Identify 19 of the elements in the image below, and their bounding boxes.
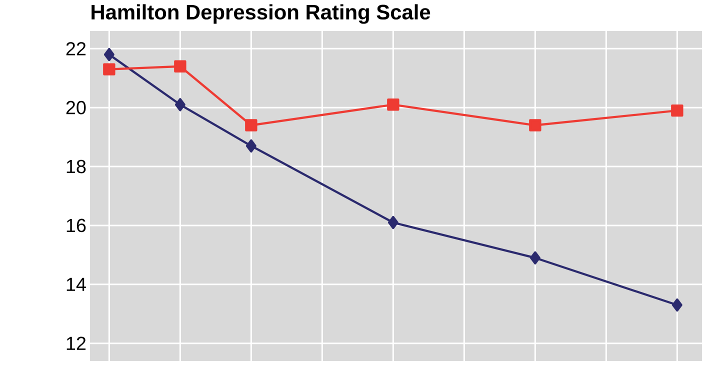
point (672, 298, 682, 312)
y-tick-label: 18 (66, 160, 86, 174)
y-tick-label: 22 (66, 42, 86, 56)
point (387, 98, 400, 111)
point (671, 104, 684, 117)
point (174, 98, 186, 112)
point (246, 139, 256, 153)
y-tick-label: 20 (66, 100, 86, 114)
point (104, 48, 114, 62)
point (388, 216, 398, 230)
y-tick-label: 14 (66, 278, 86, 291)
point (529, 119, 542, 132)
y-tick-label: 16 (66, 218, 86, 232)
point (530, 251, 540, 264)
point (103, 63, 116, 76)
point (245, 119, 258, 132)
chart-title: Hamilton Depression Rating Scale (92, 4, 430, 24)
y-tick-label: 12 (66, 336, 86, 350)
point (174, 60, 186, 72)
